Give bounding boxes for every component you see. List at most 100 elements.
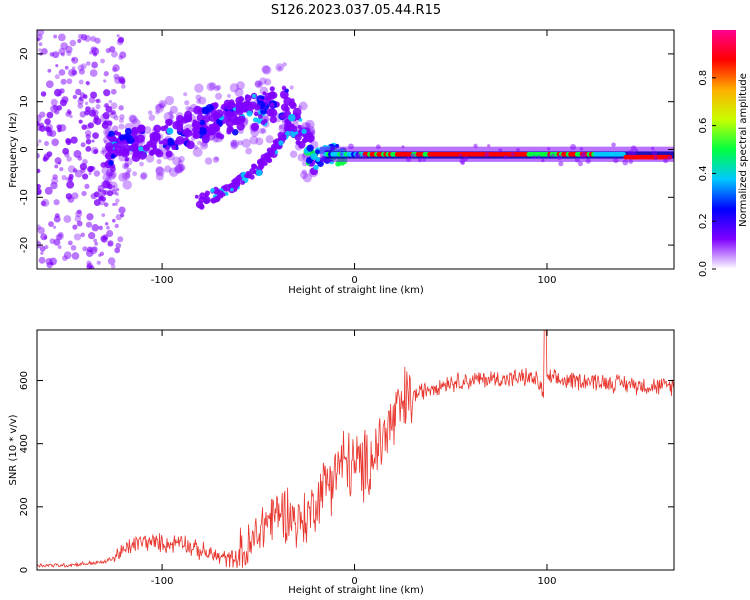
spectrogram-blob [119,114,125,120]
spectrogram-blob [85,80,90,85]
spectrogram-blob [226,93,232,99]
spectrogram-blob [87,122,95,129]
spectrogram-blob [93,199,101,206]
spectrogram-blob [200,141,209,150]
colorbar-tick-label: 0.0 [698,261,709,277]
spectrogram-blob [154,103,165,113]
spectrogram-blob [52,225,57,229]
spectrogram-blob [117,37,124,44]
spectrogram-blob [44,140,50,146]
spectrogram-blob [37,183,41,189]
spectrogram-blob [249,135,259,145]
spectrogram-blob [301,128,307,135]
spectrogram-blob [78,79,84,85]
spectrogram-blob [261,65,270,74]
spectrogram-blob [120,213,125,218]
spectrogram-blob [302,173,312,183]
spectrogram-blob [114,223,119,229]
spectrogram-blob [81,124,87,130]
spectrogram-blob [124,162,130,168]
spectrogram-blob [70,244,77,251]
snr-x-ticks: -100 0 100 [151,330,557,587]
spectrogram-blob [204,190,210,196]
spectrogram-blob [270,91,276,97]
spectrogram-blob [551,153,555,157]
spectrogram-blob [101,213,106,217]
spectrogram-blob [81,190,87,197]
spectrogram-blob [107,257,116,265]
spectrogram-blob [137,124,146,133]
snr-xlabel: Height of straight line (km) [288,585,424,596]
spectrogram-blob [115,214,122,221]
spectrogram-blob [50,181,58,190]
spectrogram-blob [510,152,515,157]
spectrogram-blob [40,233,48,241]
spectrogram-blob [166,137,175,146]
spectrogram-blob [339,152,344,156]
spectrogram-blob [78,119,83,124]
spectrogram-blob [66,180,75,189]
spectrogram-blob [117,236,124,243]
spectrogram-blob [168,167,179,177]
spectrogram-blob [303,137,309,143]
spectrogram-blob [206,82,216,92]
spectrogram-blob [230,187,234,192]
spectrogram-blob [109,166,116,173]
spectrogram-blob [100,58,105,64]
spectrogram-blob [260,95,265,100]
spectrogram-blob [37,188,42,195]
spectrogram-blob [107,120,113,126]
spectrogram-blob [192,119,197,124]
spectrogram-blob [251,93,257,99]
spectrogram-blob [45,258,53,265]
spectrogram-blob [254,80,262,88]
spectrogram-blob [88,109,96,117]
spectrogram-blob [112,64,120,72]
spectrogram-blob [195,94,202,101]
spectrogram-blob [199,203,204,209]
spectrogram-blob [110,88,117,95]
spectrogram-blob [105,171,113,179]
spectrogram-blob [56,105,62,111]
colorbar-ticks: 0.0 0.2 0.4 0.6 0.8 [698,70,716,277]
spectrogram-blob [88,232,96,240]
spectrogram-blob [165,150,173,158]
spectrogram-blob [61,175,67,181]
spectrogram-blob [114,202,118,206]
spectrogram-blob [118,117,124,123]
spectrogram-blob [41,198,50,207]
spectrogram-blob [558,161,564,167]
spectrogram-blob [118,172,128,182]
spectrogram-blob [268,108,278,118]
spectrogram-blob [124,172,131,179]
spectrogram-blob [212,156,220,163]
spectrogram-blob [265,135,274,144]
spectrogram-blob [41,48,48,55]
spectrogram-blob [108,181,118,191]
spectrogram-blob [164,165,172,173]
spectrogram-blob [487,144,491,148]
spectrogram-blob [65,139,72,146]
spectrogram-blob [65,193,73,200]
spectrogram-blob [118,77,126,85]
spectrogram-blob [99,251,105,256]
spectrogram-blob [613,157,619,164]
spectrogram-blob [102,173,111,182]
spectrogram-blob [62,147,70,155]
spectrogram-blob [140,173,147,181]
spectrogram-blob [111,110,116,115]
spectrogram-blob [100,113,110,123]
spectrogram-blob [74,215,82,223]
spectrogram-blob [224,102,233,111]
spectrogram-blob [112,202,116,207]
spectrogram-blob [196,99,201,104]
spectrogram-blob [201,106,210,115]
spectrogram-blob [103,139,107,143]
spectrogram-blob [121,84,126,89]
spectrogram-blob [294,134,302,142]
spectrogram-blob [51,177,59,185]
spectrogram-blob [53,199,60,206]
spectrogram-blob [52,174,58,180]
spectrogram-blob [123,164,129,169]
